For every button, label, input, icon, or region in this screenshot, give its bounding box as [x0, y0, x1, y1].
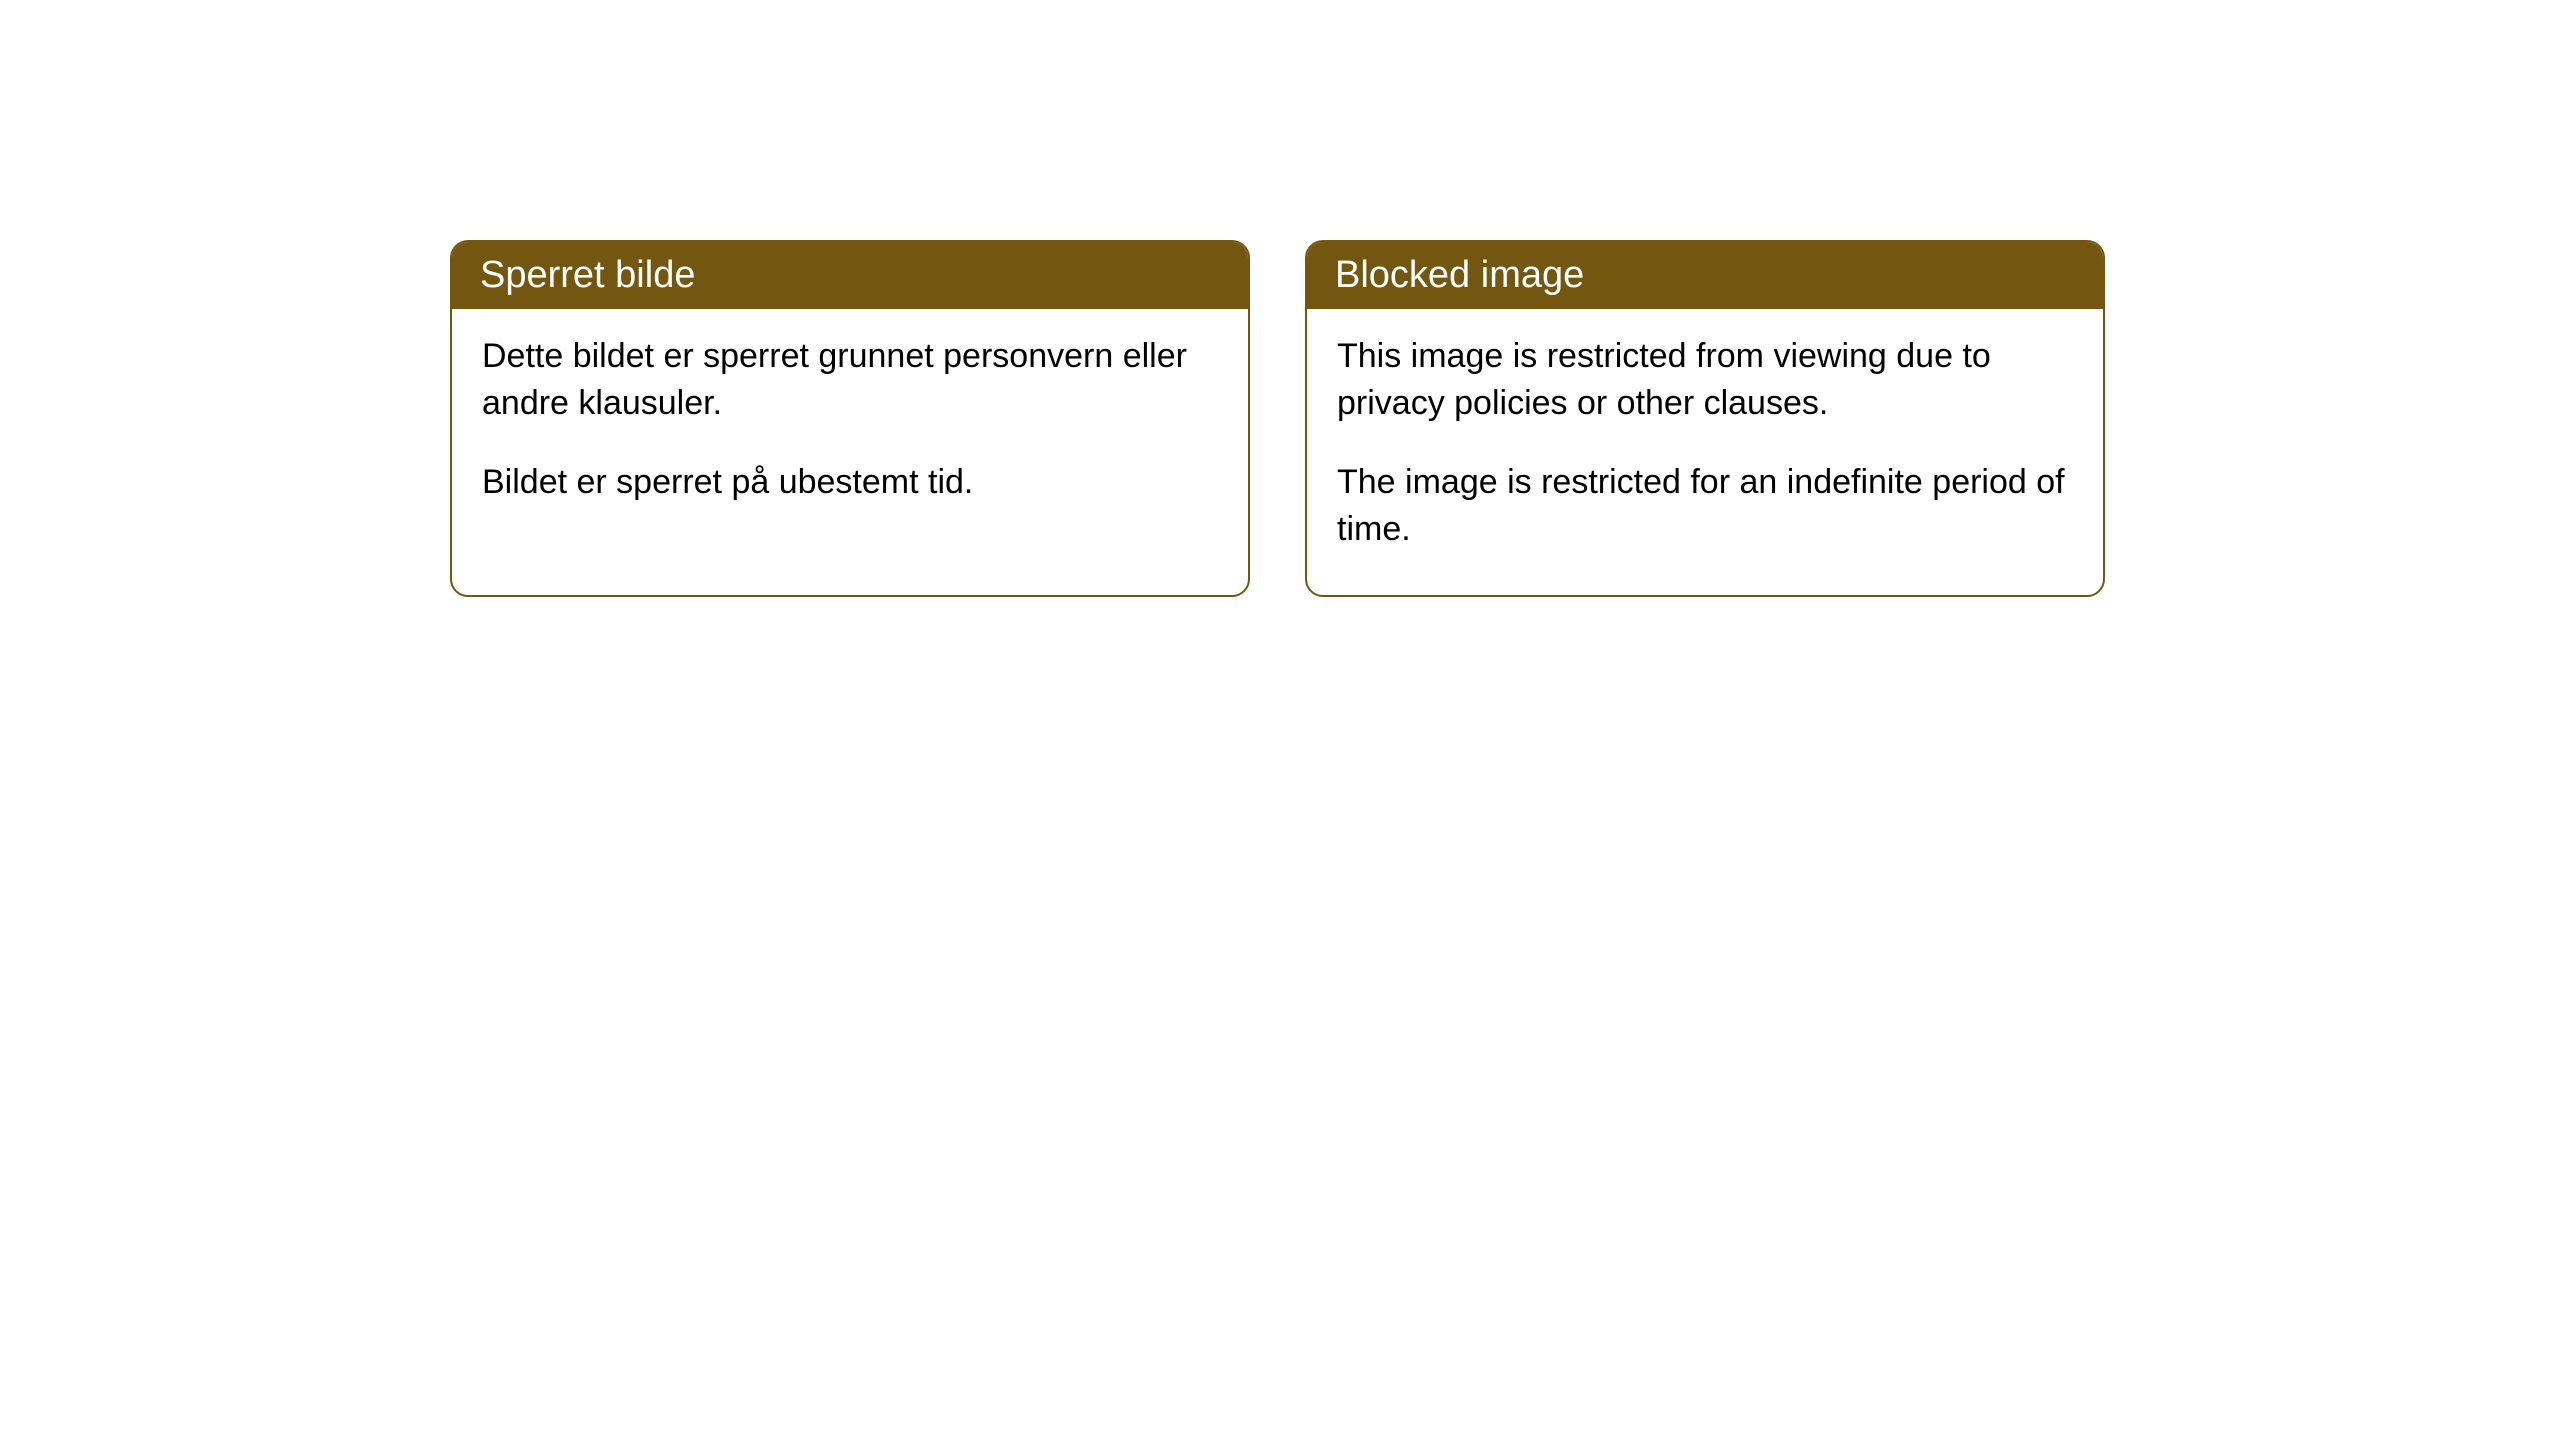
- card-paragraph: This image is restricted from viewing du…: [1337, 333, 2073, 427]
- card-header: Blocked image: [1307, 242, 2103, 309]
- card-body: This image is restricted from viewing du…: [1307, 309, 2103, 595]
- blocked-image-card-english: Blocked image This image is restricted f…: [1305, 240, 2105, 597]
- card-body: Dette bildet er sperret grunnet personve…: [452, 309, 1248, 548]
- blocked-image-cards-container: Sperret bilde Dette bildet er sperret gr…: [450, 240, 2560, 597]
- card-paragraph: The image is restricted for an indefinit…: [1337, 459, 2073, 553]
- card-header: Sperret bilde: [452, 242, 1248, 309]
- card-paragraph: Bildet er sperret på ubestemt tid.: [482, 459, 1218, 506]
- blocked-image-card-norwegian: Sperret bilde Dette bildet er sperret gr…: [450, 240, 1250, 597]
- card-paragraph: Dette bildet er sperret grunnet personve…: [482, 333, 1218, 427]
